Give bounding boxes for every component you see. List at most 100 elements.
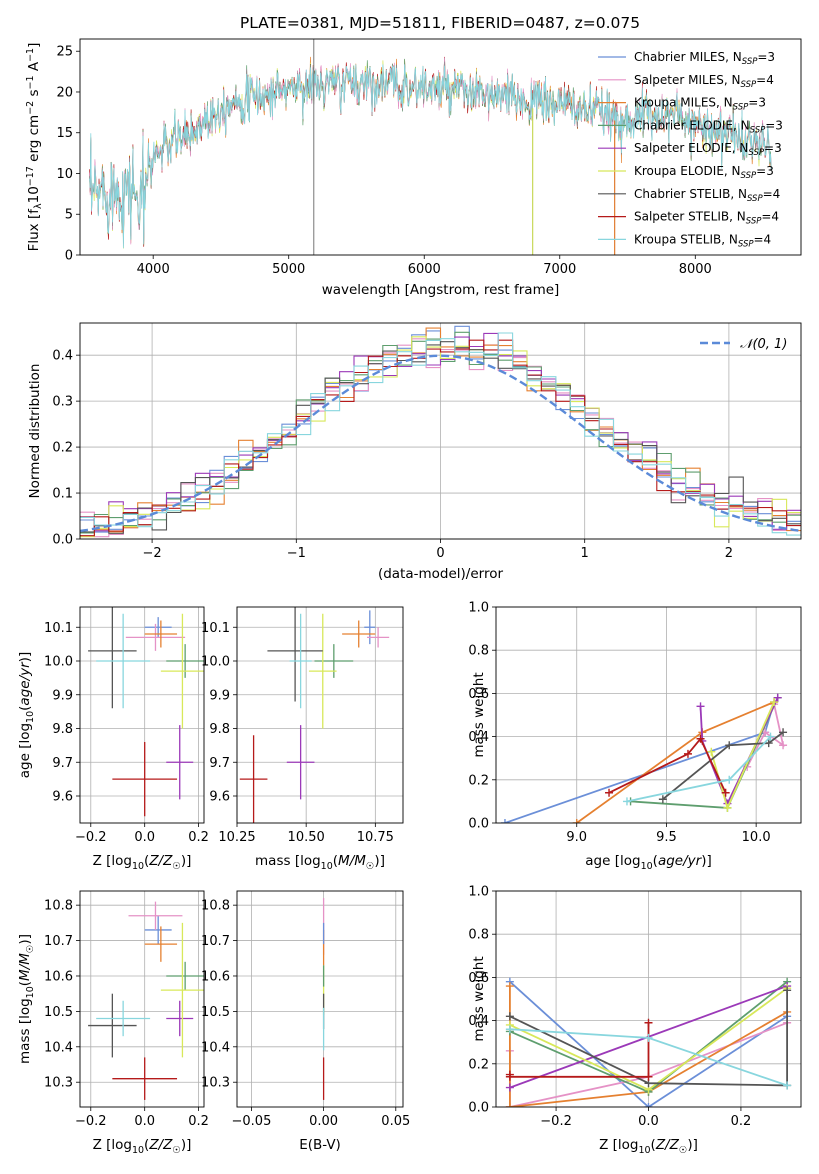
y-tick-label: 0.8: [468, 644, 489, 659]
x-tick-label: 2: [725, 546, 733, 561]
panel-mass-vs-Z: −0.2 0.0 0.2 10.3 10.4 10.5 10.6 10.7 10.8 Z [log…: [17, 890, 209, 1156]
axes-frame: [79, 606, 205, 824]
weight-marker: [505, 1103, 514, 1107]
weight-marker: [644, 1018, 653, 1027]
weight-marker: [779, 741, 788, 750]
x-tick-label: −0.2: [540, 1114, 572, 1129]
x-tick-label: −1: [287, 546, 306, 561]
errorbar-salpeter-stelib: [112, 742, 178, 817]
panel-weight-vs-Z: −0.2 0.0 0.2 0.0 0.2 0.4 0.6 0.8 1.0 Z [log10(Z/Z…: [468, 885, 802, 1156]
x-tick-label: 10.25: [218, 830, 255, 845]
legend-label: Salpeter ELODIE, NSSP=3: [634, 141, 782, 158]
weight-marker: [644, 1072, 653, 1081]
legend-label: Kroupa ELODIE, NSSP=3: [634, 164, 774, 181]
y-tick-label: 5: [65, 208, 73, 223]
weight-marker: [721, 788, 730, 797]
errorbar-salpeter-elodie: [166, 725, 194, 800]
legend-label: Chabrier ELODIE, NSSP=3: [634, 118, 783, 135]
x-axis-label: Z [log10(Z/Z☉)]: [93, 853, 192, 872]
y-tick-label: 0.3: [52, 395, 73, 410]
y-tick-label: 10.6: [201, 969, 230, 984]
y-tick-label: 10: [56, 167, 73, 182]
x-tick-label: 5000: [272, 262, 305, 277]
panel-residuals: −2 −1 0 1 2 0.0 0.1 0.2 0.3 0.4 𝒩(0, 1) (data-model…: [27, 322, 802, 582]
x-tick-label: 9.5: [656, 830, 677, 845]
errorbar-chabrier-elodie: [166, 961, 204, 991]
weight-marker: [500, 819, 509, 823]
x-axis-label: wavelength [Angstrom, rest frame]: [322, 282, 560, 298]
legend-label: 𝒩(0, 1): [740, 337, 787, 352]
weight-line-chabrier-miles: [504, 701, 775, 823]
x-tick-label: 8000: [679, 262, 712, 277]
histogram-kroupa-stelib: [80, 332, 801, 536]
legend-label: Salpeter STELIB, NSSP=4: [634, 210, 779, 227]
errorbar-salpeter-elodie: [166, 1000, 194, 1037]
y-tick-label: 0.0: [52, 533, 73, 548]
legend: Chabrier MILES, NSSP=3 Salpeter MILES, NS…: [598, 50, 783, 249]
y-tick-label: 10.5: [201, 1005, 230, 1020]
x-tick-label: 0.2: [731, 1114, 752, 1129]
weight-marker: [505, 1025, 514, 1034]
x-tick-label: 0.0: [638, 1114, 659, 1129]
weight-marker: [505, 1083, 514, 1092]
weight-marker: [505, 1012, 514, 1021]
y-tick-label: 10.8: [44, 899, 73, 914]
y-tick-label: 0.6: [468, 687, 489, 702]
errorbar-kroupa-miles: [342, 620, 376, 648]
weight-marker: [696, 734, 705, 743]
x-tick-label: 9.0: [566, 830, 587, 845]
errorbar-kroupa-stelib: [96, 613, 151, 709]
x-tick-label: 0.2: [188, 1114, 209, 1129]
y-tick-label: 9.6: [209, 790, 230, 805]
x-axis-label: age [log10(age/yr)]: [585, 853, 711, 872]
axes-frame: [79, 322, 802, 540]
x-tick-label: 4000: [137, 262, 170, 277]
axes-frame: [495, 890, 802, 1108]
y-tick-label: 10.7: [44, 934, 73, 949]
panel-weight-vs-age: 9.0 9.5 10.0 0.0 0.2 0.4 0.6 0.8 1.0 age [log10(a…: [468, 601, 802, 872]
y-tick-label: 10.4: [201, 1040, 230, 1055]
weight-marker: [658, 795, 667, 804]
y-tick-label: 15: [56, 126, 73, 141]
y-tick-label: 9.7: [209, 756, 230, 771]
errorbar-kroupa-elodie: [308, 613, 337, 729]
x-tick-label: −0.2: [75, 830, 107, 845]
weight-marker: [723, 803, 732, 812]
weight-line-kroupa-elodie: [710, 701, 775, 811]
y-tick-label: 10.1: [201, 621, 230, 636]
axes-frame: [79, 890, 205, 1108]
y-tick-label: 0.4: [52, 349, 73, 364]
y-axis-label: Normed distribution: [27, 364, 43, 499]
weight-marker: [773, 693, 782, 702]
errorbar-kroupa-stelib: [289, 613, 312, 709]
weight-marker: [622, 797, 631, 806]
x-tick-label: 0.0: [134, 1114, 155, 1129]
x-tick-label: 7000: [543, 262, 576, 277]
x-tick-label: 10.0: [742, 830, 771, 845]
errorbar-kroupa-stelib: [96, 1000, 151, 1037]
panel-age-vs-mass: 10.25 10.50 10.75 9.6 9.7 9.8 9.9 10.0 10.1 mass …: [201, 606, 404, 872]
histogram-salpeter-stelib: [80, 339, 801, 537]
y-tick-label: 10.5: [44, 1005, 73, 1020]
y-tick-label: 1.0: [468, 885, 489, 900]
weight-line-chabrier-miles: [509, 981, 788, 1107]
x-tick-label: −0.2: [75, 1114, 107, 1129]
y-tick-label: 0.8: [468, 928, 489, 943]
y-tick-label: 25: [56, 45, 73, 60]
figure-title: PLATE=0381, MJD=51811, FIBERID=0487, z=0…: [240, 14, 640, 32]
weight-marker: [725, 741, 734, 750]
errorbar-chabrier-elodie: [314, 644, 354, 678]
y-axis-label: mass weight: [471, 672, 487, 757]
normal-reference-curve: [80, 354, 801, 533]
y-tick-label: 9.8: [52, 722, 73, 737]
weight-marker: [764, 739, 773, 748]
y-tick-label: 10.0: [44, 655, 73, 670]
axes-frame: [79, 38, 802, 256]
y-tick-label: 10.0: [201, 655, 230, 670]
weight-line-chabrier-stelib: [509, 990, 788, 1087]
errorbar-chabrier-stelib: [267, 607, 323, 702]
model-spectrum-kroupa-stelib: [89, 64, 772, 249]
y-tick-label: 10.6: [44, 969, 73, 984]
legend-label: Chabrier MILES, NSSP=3: [634, 50, 775, 67]
weight-marker: [696, 702, 705, 711]
